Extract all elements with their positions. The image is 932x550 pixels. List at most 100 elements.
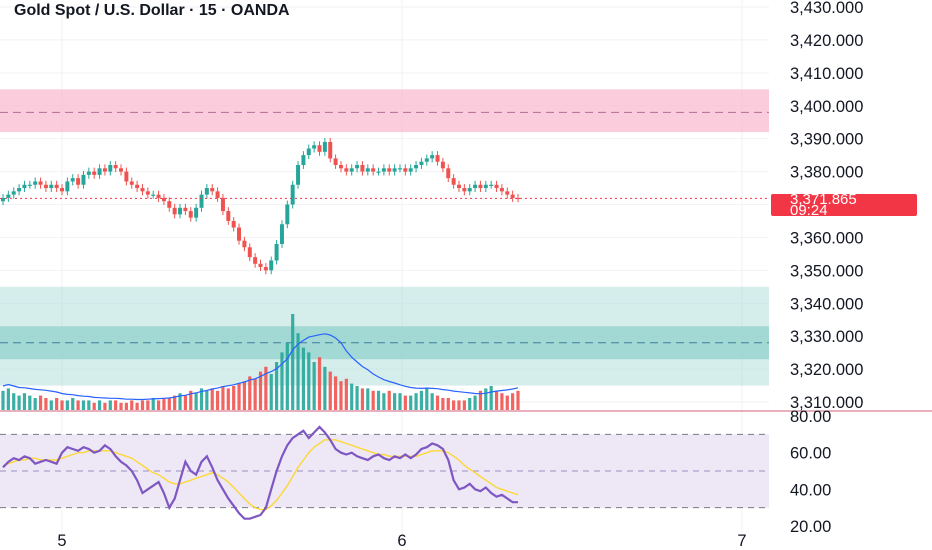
candle-body: [371, 168, 376, 172]
candle-countdown: 09:24: [790, 202, 828, 219]
candle-body: [473, 184, 478, 189]
volume-bar: [457, 400, 461, 410]
candle-body: [38, 181, 43, 185]
volume-bar: [441, 398, 445, 410]
volume-bar: [205, 390, 209, 410]
candle-body: [349, 168, 354, 172]
candle-body: [467, 188, 472, 192]
time-axis-label: 5: [57, 532, 66, 550]
candle-body: [86, 171, 91, 175]
volume-bar: [151, 398, 155, 410]
candle-body: [451, 178, 456, 185]
volume-bar: [135, 402, 139, 410]
volume-bar: [403, 395, 407, 410]
chart-title: Gold Spot / U.S. Dollar · 15 · OANDA: [14, 2, 290, 19]
volume-bar: [269, 374, 273, 410]
candle-body: [178, 207, 183, 215]
price-axis[interactable]: 3,430.000 3,420.000 3,410.000 3,400.000 3,39…: [790, 0, 863, 412]
candle-body: [392, 168, 397, 172]
candle-body: [183, 207, 188, 212]
volume-bar: [339, 381, 343, 410]
volume-bar: [49, 400, 53, 410]
candle-body: [355, 165, 360, 169]
candle-body: [231, 220, 236, 228]
price-axis-label: 3,400.000: [790, 98, 863, 116]
volume-bar: [119, 402, 123, 410]
volume-bar: [317, 357, 322, 410]
volume-bar: [28, 395, 32, 410]
volume-bar: [81, 400, 86, 410]
volume-bar: [334, 376, 338, 410]
volume-bar: [425, 388, 429, 410]
price-axis-label: 3,310.000: [790, 394, 863, 412]
price-candles: [1, 138, 520, 275]
resistance-zone: [0, 89, 769, 133]
volume-bar: [183, 395, 187, 410]
candle-body: [301, 155, 306, 165]
volume-bar: [114, 400, 118, 410]
candle-body: [54, 184, 59, 189]
time-axis-label: 7: [737, 532, 746, 550]
volume-bar: [414, 393, 418, 410]
current-price-value: 3,371.865: [790, 191, 857, 208]
candle-body: [135, 184, 140, 189]
candle-body: [381, 168, 386, 172]
volume-bar: [76, 400, 80, 410]
volume-bar: [462, 400, 466, 410]
volume-bar: [516, 390, 520, 410]
current-price-tag: 3,371.865 09:24: [771, 191, 917, 219]
candle-body: [145, 191, 150, 195]
volume-bar: [146, 400, 150, 410]
price-axis-label: 3,390.000: [790, 131, 863, 149]
candle-body: [65, 181, 70, 192]
candle-body: [387, 168, 392, 172]
candle-body: [269, 260, 274, 271]
volume-bar: [430, 393, 434, 410]
volume-bar: [242, 381, 247, 410]
volume-bar: [409, 395, 413, 410]
volume-bar: [382, 393, 386, 410]
candle-body: [102, 168, 107, 172]
volume-bar: [446, 398, 450, 410]
volume-bar: [226, 388, 230, 410]
candle-body: [210, 188, 215, 192]
candle-body: [494, 184, 499, 189]
volume-bar: [484, 388, 488, 410]
price-axis-label: 3,330.000: [790, 328, 863, 346]
candle-body: [483, 184, 488, 189]
candle-body: [199, 194, 204, 208]
candle-body: [76, 178, 81, 185]
candle-body: [360, 165, 365, 172]
time-axis[interactable]: 5 6 7: [57, 532, 746, 550]
volume-bar: [221, 386, 225, 410]
volume-bar: [435, 395, 440, 410]
candle-body: [194, 207, 199, 218]
volume-bar: [274, 362, 279, 410]
volume-bar: [291, 314, 295, 410]
volume-bar: [323, 366, 327, 410]
candle-body: [440, 161, 445, 169]
candle-body: [242, 240, 247, 248]
volume-bar: [1, 390, 5, 410]
volume-bar: [489, 386, 493, 410]
candle-body: [446, 168, 451, 179]
candle-body: [414, 165, 419, 169]
candle-body: [161, 197, 166, 202]
volume-bar: [296, 333, 300, 410]
candle-body: [279, 224, 284, 244]
candle-body: [33, 181, 38, 185]
volume-bar: [371, 390, 375, 410]
volume-bar: [387, 390, 391, 410]
volume-bar: [505, 395, 509, 410]
rsi-axis[interactable]: 80.00 60.00 40.00 20.00: [790, 408, 831, 536]
volume-bar: [140, 400, 145, 410]
price-axis-label: 3,420.000: [790, 32, 863, 50]
volume-bar: [328, 371, 332, 410]
volume-bar: [280, 352, 284, 410]
candle-body: [60, 188, 65, 192]
volume-bar: [301, 347, 306, 410]
candle-body: [49, 184, 54, 189]
volume-bar: [511, 393, 515, 410]
candle-body: [365, 168, 370, 172]
